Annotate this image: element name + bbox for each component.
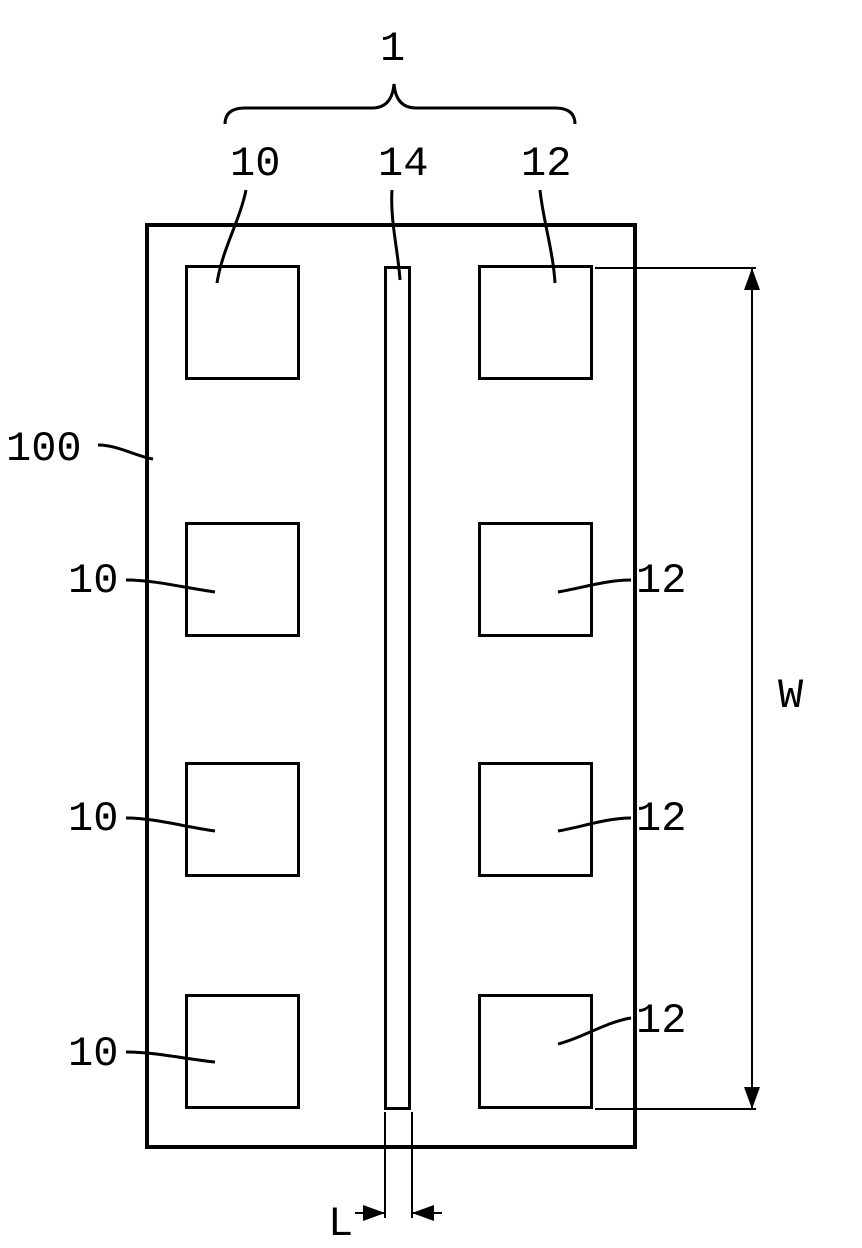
label-dim-W: W (778, 672, 803, 720)
pad-12-row4 (478, 994, 593, 1109)
pad-12-row1 (478, 265, 593, 380)
dimW-arrow-top (744, 268, 760, 290)
label-10-row3: 10 (68, 795, 118, 843)
diagram-container: 1 10 14 12 100 10 10 10 12 12 12 W L (0, 0, 862, 1244)
dimW-arrow-bot (744, 1087, 760, 1109)
dimL-arrow-right (412, 1205, 434, 1221)
label-12-row3: 12 (636, 795, 686, 843)
pad-10-row4 (185, 994, 300, 1109)
center-strip-14 (384, 266, 411, 1110)
pad-10-row3 (185, 762, 300, 877)
label-100: 100 (6, 425, 82, 473)
brace-icon (225, 84, 575, 124)
label-14-top: 14 (378, 140, 428, 188)
pad-10-row1 (185, 265, 300, 380)
label-10-top: 10 (230, 140, 280, 188)
label-12-top: 12 (521, 140, 571, 188)
label-10-row4: 10 (68, 1030, 118, 1078)
pad-12-row3 (478, 762, 593, 877)
label-10-row2: 10 (68, 557, 118, 605)
dimL-arrow-left (363, 1205, 385, 1221)
pad-10-row2 (185, 522, 300, 637)
label-12-row2: 12 (636, 557, 686, 605)
label-dim-L: L (328, 1200, 353, 1248)
label-group-1: 1 (380, 25, 405, 73)
label-12-row4: 12 (636, 997, 686, 1045)
pad-12-row2 (478, 522, 593, 637)
